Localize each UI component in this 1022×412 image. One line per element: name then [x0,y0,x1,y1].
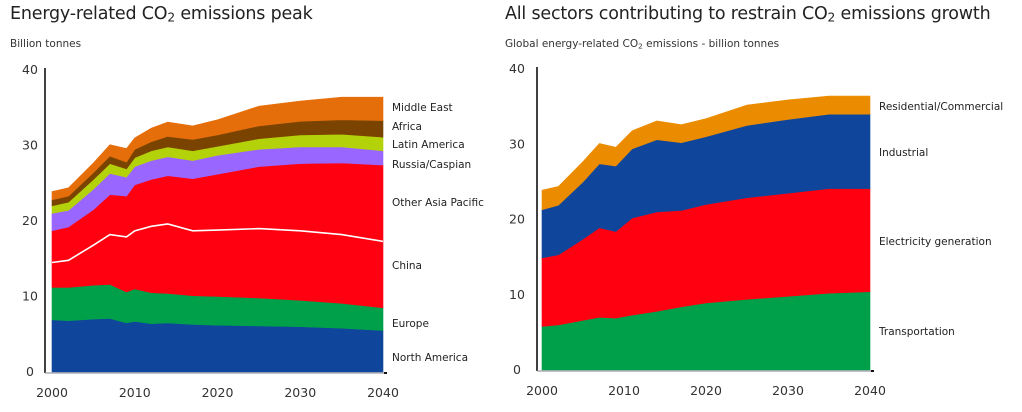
x-tick-label: 2040 [367,385,399,400]
y-tick-label: 0 [26,364,34,379]
x-axis-end-tick [384,372,387,374]
y-tick-label: 20 [509,212,525,227]
legend-label-china: China [392,260,422,272]
legend-label-africa: Africa [392,121,422,133]
y-tick-label: 10 [22,289,38,304]
area-series-group [541,95,871,371]
x-tick-label: 2010 [608,383,640,398]
chart-panel-regions: Energy-related CO2 emissions peak Billio… [0,0,505,412]
legend-label-middle-east: Middle East [392,102,453,114]
legend-label-transportation: Transportation [878,326,955,338]
legend-label-industrial: Industrial [879,147,928,159]
legend-label-residential-commercial: Residential/Commercial [879,101,1003,113]
y-tick-label: 40 [22,62,38,77]
chart-subtitle: Billion tonnes [10,38,82,50]
legend-label-europe: Europe [392,318,429,330]
legend-label-electricity-generation: Electricity generation [879,236,992,248]
chart-panel-sectors: All sectors contributing to restrain CO2… [505,0,1022,412]
area-series-group [51,96,384,373]
x-tick-label: 2040 [854,383,886,398]
x-tick-label: 2020 [202,385,234,400]
y-tick-label: 10 [509,287,525,302]
china-boundary-line [51,223,384,264]
chart-title: All sectors contributing to restrain CO2… [505,4,991,25]
area-middle-east [51,96,384,201]
legend-label-russia-caspian: Russia/Caspian [392,159,471,171]
chart-subtitle: Global energy-related CO2 emissions - bi… [505,38,780,51]
x-tick-label: 2000 [526,383,558,398]
x-tick-label: 2030 [772,383,804,398]
legend-label-latin-america: Latin America [392,139,465,151]
chart-title: Energy-related CO2 emissions peak [10,4,313,25]
y-tick-label: 20 [22,213,38,228]
x-axis-end-tick [871,370,874,372]
x-tick-label: 2000 [36,385,68,400]
x-tick-label: 2030 [284,385,316,400]
y-tick-label: 30 [22,138,38,153]
legend-label-north-america: North America [392,352,468,364]
x-tick-label: 2020 [690,383,722,398]
y-tick-label: 30 [509,136,525,151]
x-tick-label: 2010 [119,385,151,400]
area-residential-commercial [541,95,871,211]
y-tick-label: 0 [513,362,521,377]
y-tick-label: 40 [509,61,525,76]
legend-label-other-asia-pacific: Other Asia Pacific [392,197,484,209]
